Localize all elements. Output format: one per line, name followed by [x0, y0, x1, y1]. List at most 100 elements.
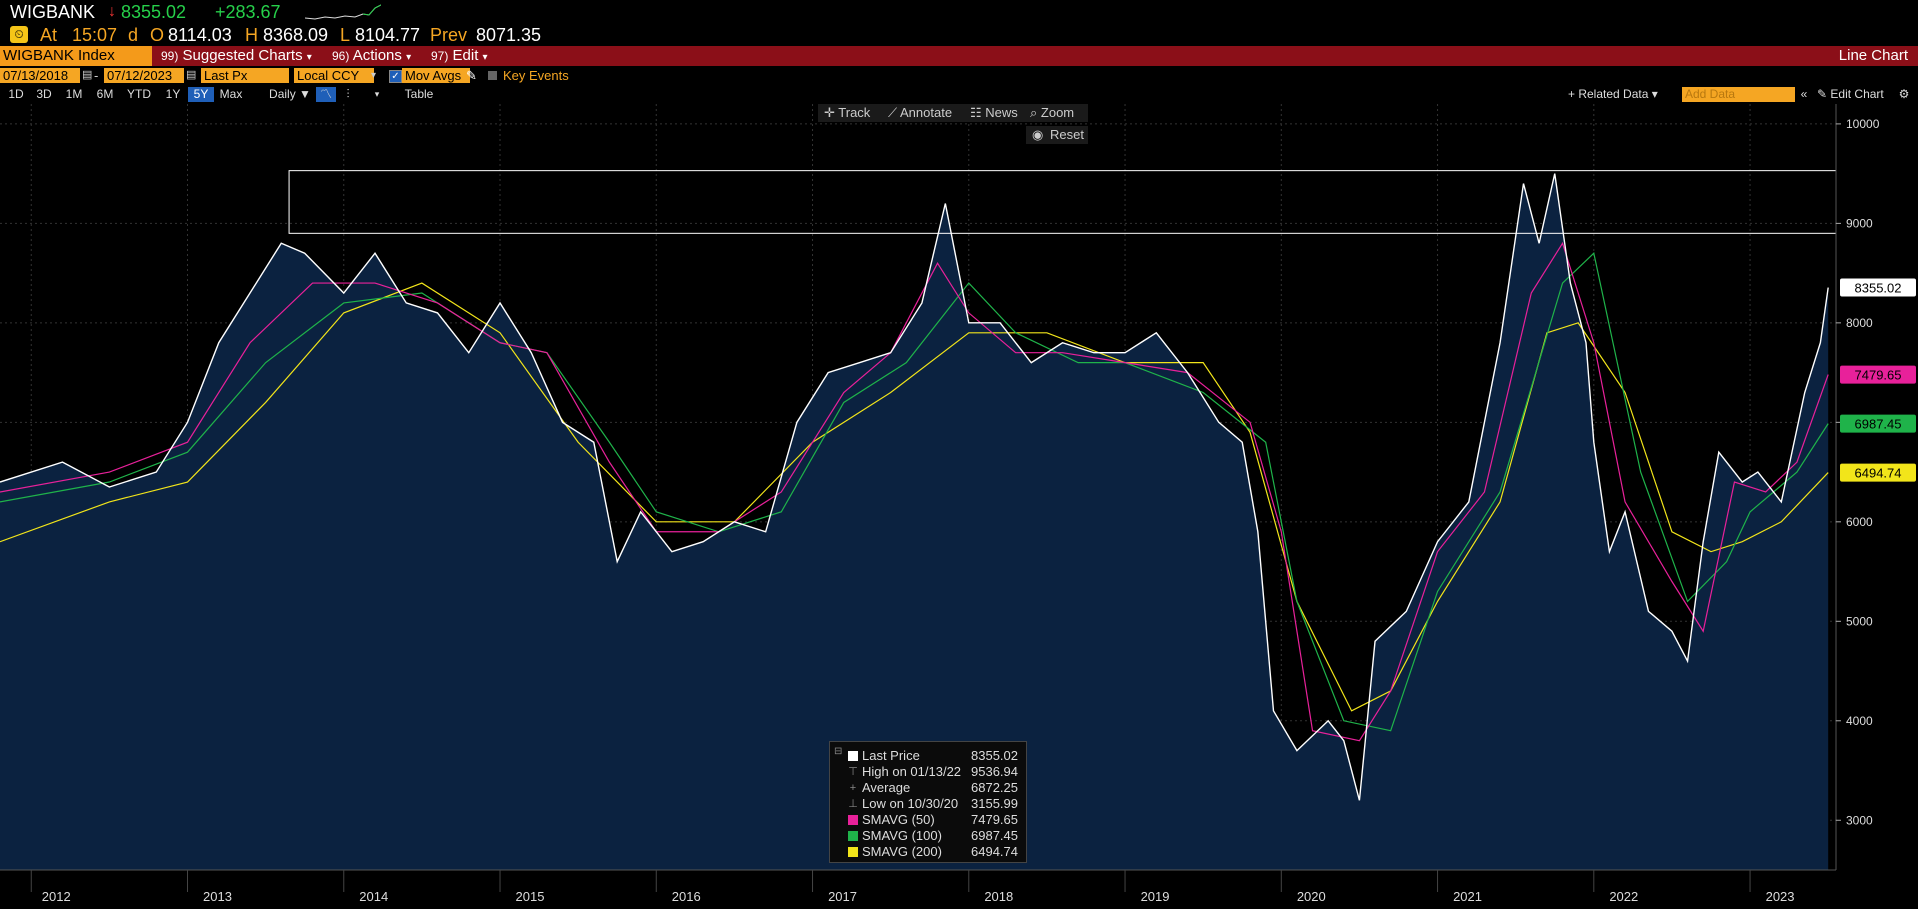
series-line-last-price	[0, 173, 1829, 801]
low-label: L	[340, 25, 351, 45]
quote-header: WIGBANK ↓ 8355.02 +283.67	[0, 0, 1918, 24]
annotate-tool[interactable]: ⟋ Annotate	[888, 105, 953, 120]
security-field[interactable]: WIGBANK Index	[0, 46, 152, 66]
high-value: 8368.09	[263, 25, 329, 45]
currency-select[interactable]: Local CCY	[294, 68, 374, 83]
key-events-label[interactable]: Key Events	[503, 68, 569, 83]
settings-gear-icon[interactable]: ⚙	[1898, 87, 1910, 101]
range-6m[interactable]: 6M	[96, 87, 114, 101]
down-arrow-icon: ↓	[108, 3, 116, 20]
start-date-field[interactable]: 07/13/2018	[0, 68, 80, 83]
end-tag	[1840, 278, 1916, 297]
mov-avgs-checkbox[interactable]: ✓	[389, 70, 402, 83]
sparkline	[305, 4, 381, 20]
annotate-label: Annotate	[900, 105, 953, 120]
legend-label: SMAVG (200)	[862, 844, 942, 859]
legend-swatch	[848, 847, 858, 857]
actions-menu[interactable]: 96) Actions ▾	[332, 46, 411, 66]
calendar-icon[interactable]: ▤	[186, 69, 197, 81]
open-label: O	[150, 25, 165, 45]
at-label: At	[40, 25, 58, 45]
zoom-tool[interactable]: ⌕ Zoom	[1030, 105, 1075, 120]
chart-legend: ⊟ Last Price 8355.02 ⊤ High on 01/13/22 9536…	[829, 741, 1027, 863]
x-tick-label: 2014	[359, 889, 388, 904]
suggested-charts-menu[interactable]: 99) Suggested Charts ▾	[161, 46, 312, 66]
y-tick-label: 4000	[1846, 714, 1873, 728]
prev-value: 8071.35	[476, 25, 542, 45]
bar-style-icon[interactable]: ⫶	[346, 87, 350, 101]
news-tool[interactable]: ☷ News	[970, 105, 1018, 120]
caret-down-icon: ▾	[482, 52, 488, 63]
range-1m[interactable]: 1M	[65, 87, 83, 101]
x-tick-label: 2023	[1766, 889, 1795, 904]
net-change: +283.67	[215, 2, 281, 22]
caret-down-icon: ▾	[406, 52, 412, 63]
low-value: 8104.77	[355, 25, 421, 45]
chart-type-label: Line Chart	[1838, 47, 1908, 64]
track-label: Track	[838, 105, 871, 120]
edit-num: 97)	[431, 49, 449, 63]
pencil-icon[interactable]: ✎	[466, 68, 477, 83]
end-date-field[interactable]: 07/12/2023	[104, 68, 184, 83]
price-chart[interactable]: 3000400050006000700080009000100002012201…	[0, 104, 1918, 909]
resistance-band-rect	[288, 170, 1837, 234]
add-data-input[interactable]: Add Data	[1682, 87, 1795, 102]
legend-row: SMAVG (50) 7479.65	[846, 812, 1022, 828]
end-tag-label: 6494.74	[1855, 466, 1902, 481]
legend-row: + Average 6872.25	[846, 780, 1022, 796]
legend-row: Last Price 8355.02	[846, 748, 1022, 764]
legend-label: Average	[862, 780, 911, 795]
range-ytd[interactable]: YTD	[127, 87, 151, 101]
range-1d[interactable]: 1D	[8, 87, 24, 101]
caret-down-icon[interactable]: ▾	[374, 89, 380, 99]
range-max[interactable]: Max	[219, 87, 243, 101]
legend-label: Last Price	[862, 748, 920, 763]
x-tick-label: 2022	[1609, 889, 1638, 904]
timer-icon[interactable]: ⏲	[10, 26, 28, 43]
legend-value: 7479.65	[971, 812, 1018, 827]
legend-row: ⊤ High on 01/13/22 9536.94	[846, 764, 1022, 780]
legend-label: High on 01/13/22	[862, 764, 962, 779]
actions-label: Actions	[352, 47, 402, 64]
legend-value: 6987.45	[971, 828, 1018, 843]
line-style-icon[interactable]: 〽	[316, 87, 336, 102]
end-tag-label: 8355.02	[1855, 281, 1902, 296]
collapse-icon[interactable]: «	[1800, 87, 1808, 101]
chart-toolbar: ✛ Track ⟋ Annotate ☷ News ⌕ Zoom	[818, 104, 1088, 122]
x-tick-label: 2015	[516, 889, 545, 904]
legend-swatch	[848, 815, 858, 825]
legend-marker-icon: ⊥	[848, 798, 858, 810]
y-tick-label: 5000	[1846, 614, 1873, 628]
legend-swatch	[848, 831, 858, 841]
key-events-checkbox[interactable]	[488, 71, 497, 80]
price-field-select[interactable]: Last Px	[201, 68, 289, 83]
legend-row: SMAVG (100) 6987.45	[846, 828, 1022, 844]
suggested-num: 99)	[161, 49, 179, 63]
table-button[interactable]: Table	[404, 87, 434, 101]
reset-button[interactable]: ◉ Reset	[1026, 126, 1088, 144]
legend-swatch	[848, 751, 858, 761]
frequency-select[interactable]: Daily ▼	[269, 87, 311, 101]
y-tick-label: 3000	[1846, 813, 1873, 827]
menu-bar: WIGBANK Index 99) Suggested Charts ▾ 96)…	[0, 46, 1918, 66]
range-1y[interactable]: 1Y	[165, 87, 181, 101]
x-tick-label: 2021	[1453, 889, 1482, 904]
legend-value: 3155.99	[971, 796, 1018, 811]
calendar-icon[interactable]: ▤	[82, 69, 93, 81]
x-tick-label: 2019	[1141, 889, 1170, 904]
x-tick-label: 2018	[984, 889, 1013, 904]
caret-down-icon[interactable]: ▾	[371, 70, 377, 81]
range-5y[interactable]: 5Y	[188, 87, 214, 102]
end-tag	[1840, 414, 1916, 433]
range-3d[interactable]: 3D	[36, 87, 52, 101]
options-bar: 07/13/2018 ▤ - 07/12/2023 ▤ Last Px Loca…	[0, 67, 1918, 85]
mov-avgs-label[interactable]: Mov Avgs	[402, 68, 470, 83]
actions-num: 96)	[332, 49, 350, 63]
frequency-label: Daily	[269, 87, 296, 101]
collapse-legend-icon[interactable]: ⊟	[834, 746, 843, 757]
edit-chart-button[interactable]: ✎ Edit Chart	[1817, 87, 1884, 101]
track-tool[interactable]: ✛ Track	[824, 105, 871, 120]
legend-row: SMAVG (200) 6494.74	[846, 844, 1022, 860]
related-data-menu[interactable]: + Related Data ▾	[1568, 87, 1658, 101]
edit-menu[interactable]: 97) Edit ▾	[431, 46, 488, 66]
